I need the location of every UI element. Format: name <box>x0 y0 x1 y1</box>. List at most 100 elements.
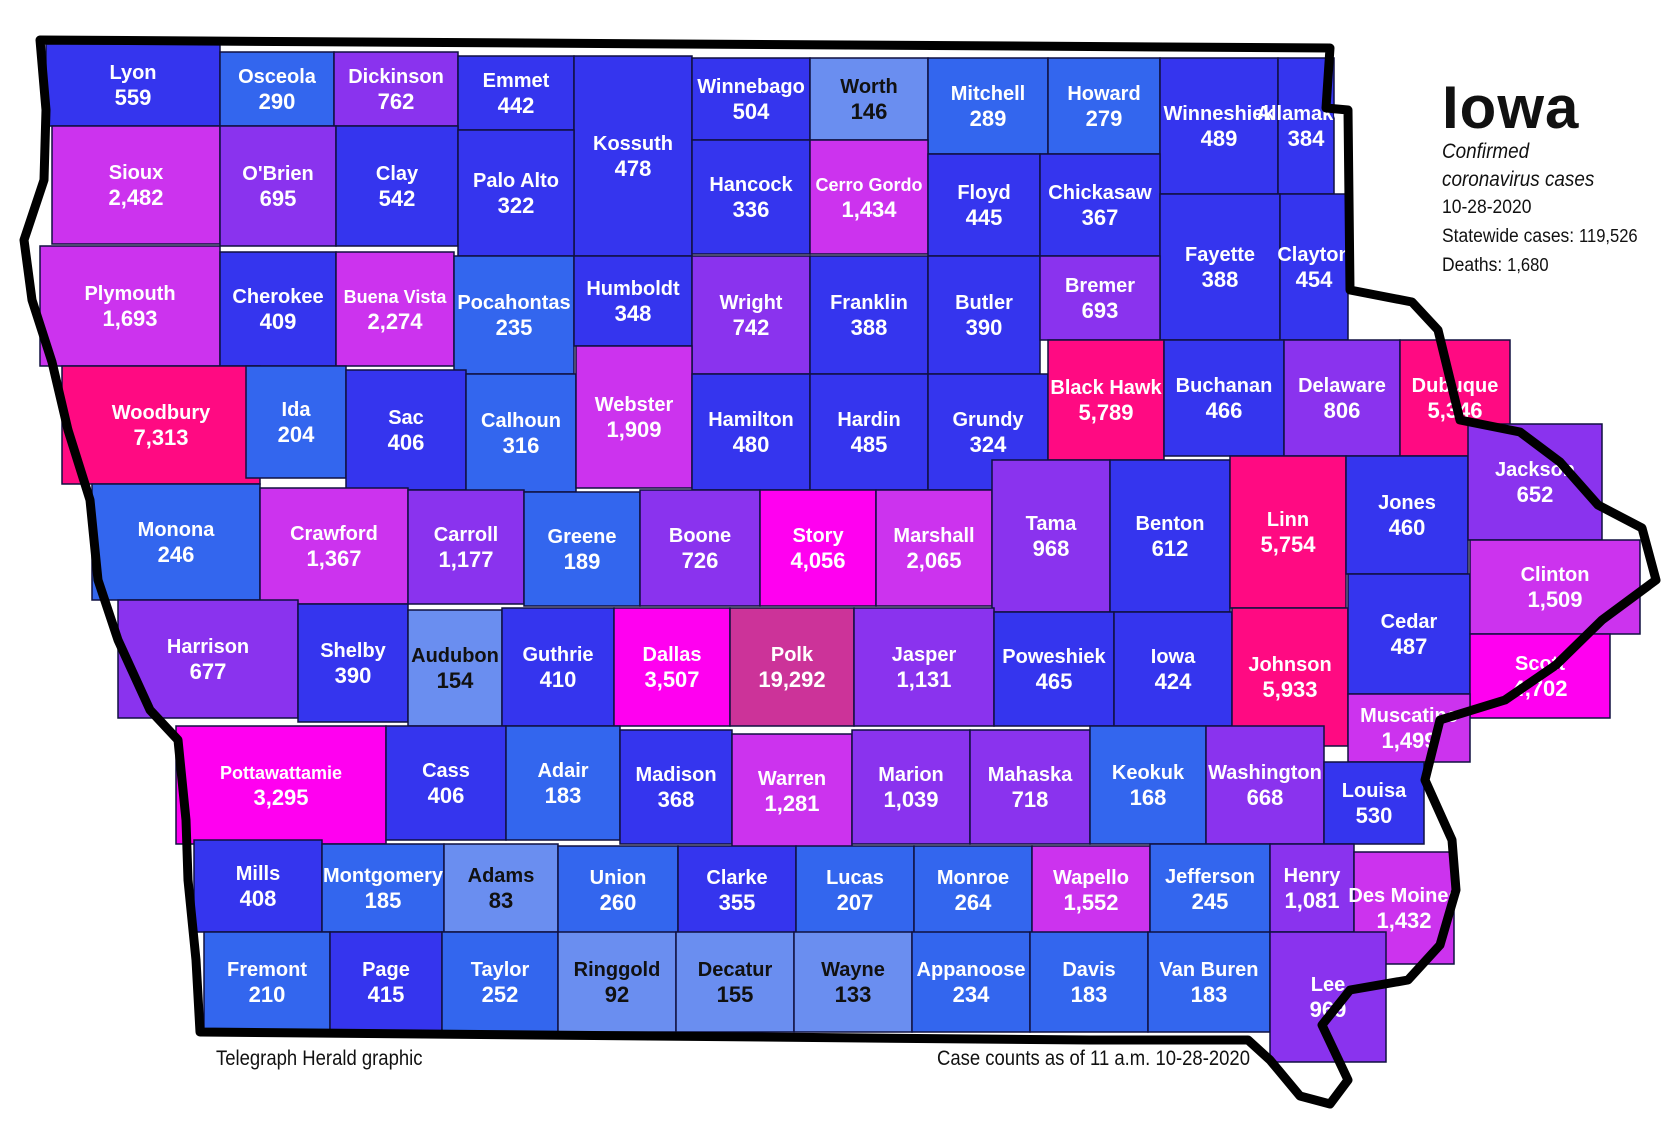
county-shape <box>1269 931 1387 1063</box>
county-shape <box>453 255 575 375</box>
county-name: Webster <box>595 394 674 416</box>
county-shape <box>321 843 445 933</box>
deaths-value: 1,680 <box>1507 255 1549 275</box>
county-cases: 234 <box>953 982 990 1007</box>
county-shape <box>731 733 853 849</box>
county-shape <box>1031 845 1151 935</box>
county-name: Buena Vista <box>344 287 448 307</box>
county-name: Montgomery <box>323 865 444 887</box>
subtitle-line-1: Confirmed <box>1442 140 1530 163</box>
county-cases: 368 <box>658 787 695 812</box>
county-shape <box>927 255 1041 375</box>
county-cases: 348 <box>615 301 652 326</box>
county-cases: 1,177 <box>438 547 493 572</box>
county-shape <box>1039 153 1161 257</box>
county-name: Floyd <box>957 182 1010 204</box>
county-shape <box>1345 455 1469 575</box>
county-name: Grundy <box>952 409 1024 431</box>
county-name: Muscatine <box>1360 705 1458 727</box>
county-name: Madison <box>635 764 716 786</box>
county-shape <box>851 729 971 845</box>
county-shape <box>809 139 929 255</box>
county-cases: 324 <box>970 432 1007 457</box>
county-cases: 408 <box>240 886 277 911</box>
county-cases: 1,131 <box>896 667 951 692</box>
county-cases: 260 <box>600 890 637 915</box>
county-shape <box>91 483 261 601</box>
county-cases: 424 <box>1155 669 1192 694</box>
county-cases: 388 <box>851 315 888 340</box>
as-of-text: Case counts as of 11 a.m. 10-28-2020 <box>937 1047 1250 1070</box>
county-name: Washington <box>1208 762 1322 784</box>
county-name: Crawford <box>290 523 378 545</box>
county-name: Franklin <box>830 292 908 314</box>
county-name: Marshall <box>893 525 974 547</box>
county-cases: 5,789 <box>1078 400 1133 425</box>
county-name: Union <box>590 867 647 889</box>
county-shape <box>573 255 693 347</box>
county-cases: 415 <box>368 982 405 1007</box>
county-cases: 204 <box>278 422 315 447</box>
county-cases: 355 <box>719 890 756 915</box>
county-name: Hamilton <box>708 409 794 431</box>
county-name: Chickasaw <box>1048 182 1152 204</box>
county-shape <box>1323 761 1425 845</box>
county-cases: 726 <box>682 548 719 573</box>
county-cases: 3,507 <box>644 667 699 692</box>
county-name: Clarke <box>706 867 767 889</box>
county-cases: 2,274 <box>367 309 423 334</box>
county-shape <box>911 931 1031 1033</box>
county-name: Davis <box>1062 959 1115 981</box>
county-shape <box>1283 339 1401 457</box>
county-cases: 279 <box>1086 106 1123 131</box>
county-cases: 1,552 <box>1063 890 1118 915</box>
county-shape <box>913 845 1033 935</box>
county-shape <box>1159 57 1279 195</box>
county-cases: 245 <box>1192 889 1229 914</box>
county-shape <box>407 489 525 605</box>
county-shape <box>39 245 221 367</box>
county-name: Monroe <box>937 867 1009 889</box>
county-cases: 322 <box>498 193 535 218</box>
map-title: Iowa <box>1442 74 1580 141</box>
county-shape <box>1149 843 1271 935</box>
county-cases: 1,281 <box>764 791 819 816</box>
county-name: Pocahontas <box>457 292 570 314</box>
county-shape <box>329 931 443 1033</box>
county-shape <box>809 373 929 491</box>
county-shape <box>45 43 221 127</box>
county-name: Warren <box>758 768 826 790</box>
deaths-label: Deaths: <box>1442 255 1503 276</box>
county-name: Greene <box>548 526 617 548</box>
county-cases: 246 <box>158 542 195 567</box>
county-shape <box>557 931 677 1033</box>
county-name: Jasper <box>892 644 957 666</box>
county-name: Plymouth <box>84 283 175 305</box>
county-cases: 5,933 <box>1262 677 1317 702</box>
county-shape <box>1029 931 1149 1033</box>
